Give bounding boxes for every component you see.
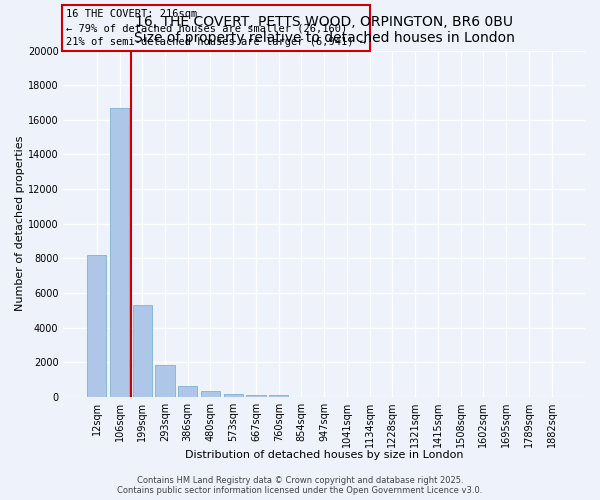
- Bar: [110, 108, 129, 397]
- Bar: [178, 386, 197, 397]
- Text: Contains HM Land Registry data © Crown copyright and database right 2025.
Contai: Contains HM Land Registry data © Crown c…: [118, 476, 482, 495]
- Title: 16, THE COVERT, PETTS WOOD, ORPINGTON, BR6 0BU
Size of property relative to deta: 16, THE COVERT, PETTS WOOD, ORPINGTON, B…: [134, 15, 515, 45]
- X-axis label: Distribution of detached houses by size in London: Distribution of detached houses by size …: [185, 450, 463, 460]
- Bar: [155, 365, 175, 397]
- Bar: [246, 394, 266, 397]
- Y-axis label: Number of detached properties: Number of detached properties: [15, 136, 25, 312]
- Bar: [269, 396, 289, 397]
- Bar: [133, 305, 152, 397]
- Bar: [224, 394, 243, 397]
- Text: 16 THE COVERT: 216sqm
← 79% of detached houses are smaller (26,160)
21% of semi-: 16 THE COVERT: 216sqm ← 79% of detached …: [66, 9, 366, 47]
- Bar: [201, 391, 220, 397]
- Bar: [87, 255, 106, 397]
